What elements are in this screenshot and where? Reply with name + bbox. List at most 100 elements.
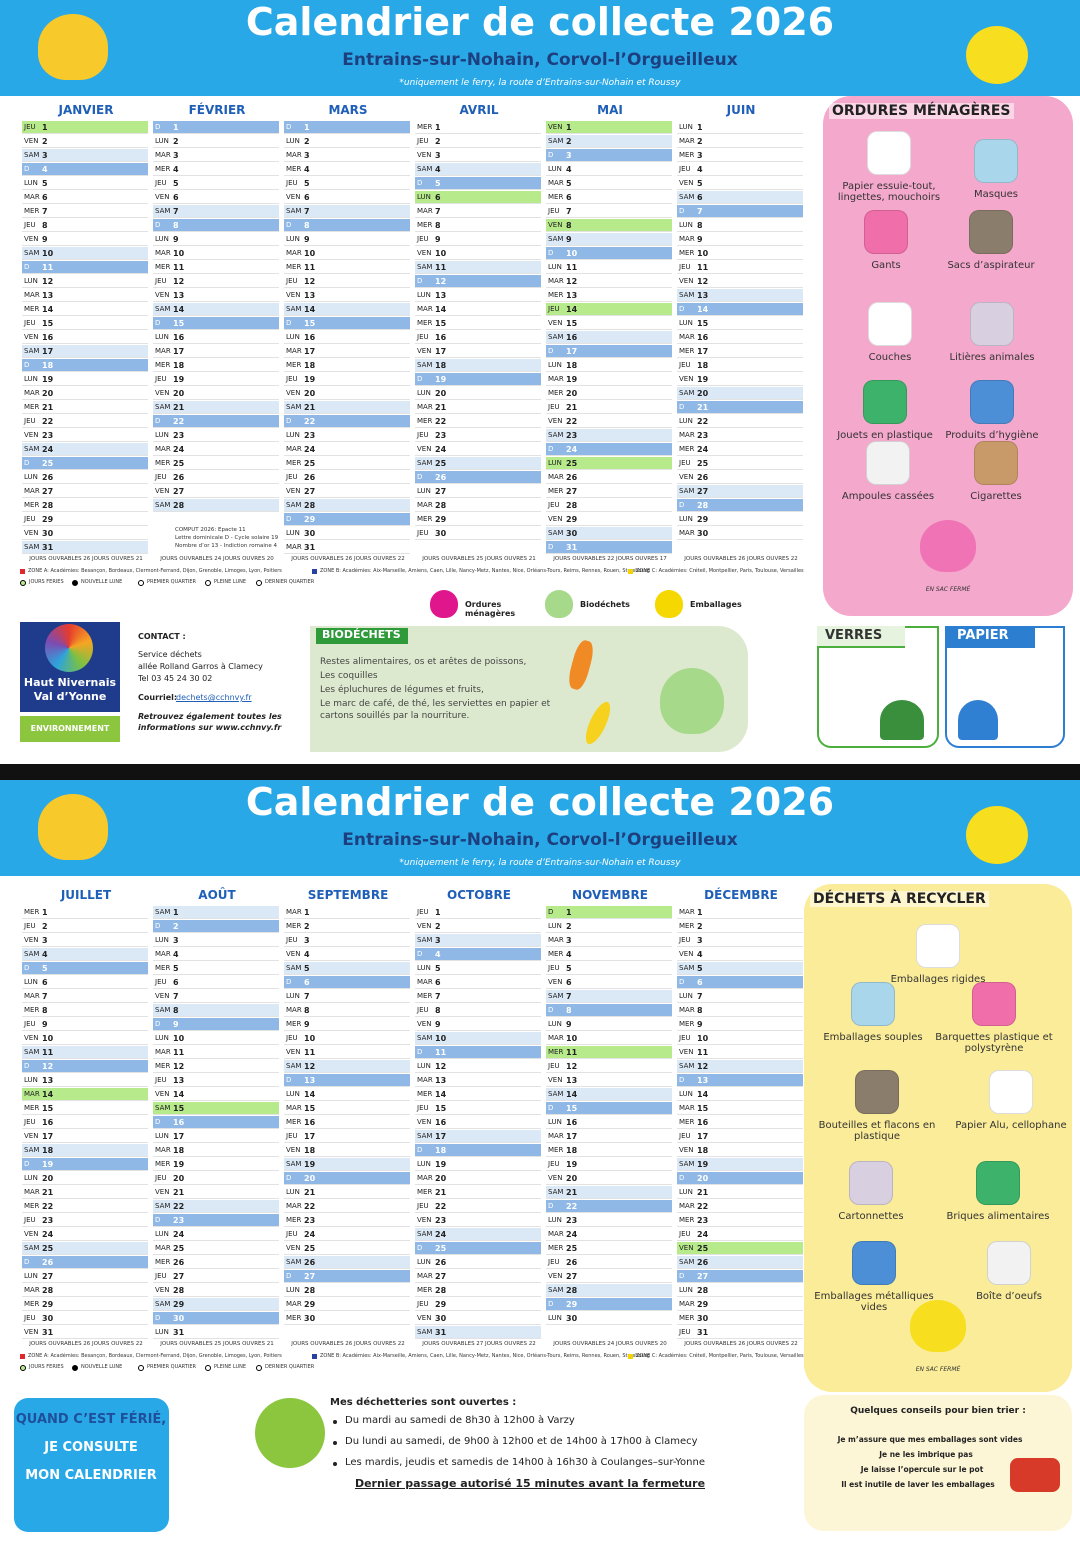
day-row: SAM 24 <box>22 443 148 456</box>
day-row: JEU 23 <box>415 429 541 442</box>
day-row: D 31 <box>546 541 672 554</box>
day-number: 1 <box>173 123 179 132</box>
day-row: D 10 <box>546 247 672 260</box>
title: Calendrier de collecte 2026 <box>245 0 835 44</box>
weekday: JEU <box>286 1230 298 1238</box>
legend-bag <box>545 590 573 618</box>
weekday: SAM <box>155 908 171 916</box>
weekday: D <box>548 1300 554 1308</box>
comput: Lettre dominicale D - Cycle solaire 19 <box>175 535 279 541</box>
day-row: LUN 10 <box>153 1032 279 1045</box>
day-row: D 28 <box>677 499 803 512</box>
weekday: MAR <box>679 333 695 341</box>
weekday: D <box>679 978 685 986</box>
weekday: MAR <box>24 487 40 495</box>
weekday: LUN <box>286 137 300 145</box>
day-row: MAR 9 <box>677 233 803 246</box>
weekday: LUN <box>155 936 169 944</box>
weekday: MAR <box>417 207 433 215</box>
weekday: SAM <box>417 459 433 467</box>
day-number: 28 <box>435 501 447 510</box>
weekday: MER <box>679 1216 695 1224</box>
day-row: VEN 25 <box>284 1242 410 1255</box>
weekday: LUN <box>548 922 562 930</box>
weekday: VEN <box>548 319 563 327</box>
day-row: D 22 <box>153 415 279 428</box>
day-row: MER 14 <box>22 303 148 316</box>
item-label: Papier Alu, cellophane <box>955 1120 1067 1131</box>
moon-symbol <box>72 1365 78 1371</box>
weekday: JEU <box>417 1104 429 1112</box>
day-row: MAR 26 <box>546 471 672 484</box>
legend-bag <box>430 590 458 618</box>
day-number: 6 <box>304 193 310 202</box>
weekday: JEU <box>417 333 429 341</box>
weekday: LUN <box>679 1286 693 1294</box>
weekday: MAR <box>417 403 433 411</box>
weekday: JEU <box>155 1174 167 1182</box>
day-number: 24 <box>435 1230 447 1239</box>
day-number: 18 <box>435 361 447 370</box>
day-row: D 13 <box>677 1074 803 1087</box>
weekday: LUN <box>155 333 169 341</box>
day-number: 9 <box>42 235 48 244</box>
day-row: VEN 31 <box>22 1326 148 1339</box>
month-name: SEPTEMBRE <box>307 888 389 902</box>
weekday: MER <box>286 263 302 271</box>
day-row: VEN 30 <box>22 527 148 540</box>
day-row: LUN 23 <box>284 429 410 442</box>
day-number: 10 <box>566 1034 578 1043</box>
day-row: JEU 29 <box>22 513 148 526</box>
day-number: 20 <box>697 389 709 398</box>
day-number: 30 <box>435 529 447 538</box>
day-number: 15 <box>173 1104 185 1113</box>
day-row: D 22 <box>546 1200 672 1213</box>
day-number: 24 <box>697 1230 709 1239</box>
day-number: 16 <box>697 1118 709 1127</box>
weekday: D <box>155 221 161 229</box>
day-number: 15 <box>304 1104 316 1113</box>
day-number: 21 <box>304 403 316 412</box>
day-row: D 20 <box>284 1172 410 1185</box>
weekday: LUN <box>417 487 431 495</box>
weekday: MER <box>679 445 695 453</box>
weekday: MER <box>155 165 171 173</box>
month-footer: JOURS OUVRABLES 26 JOURS OUVRES 22 <box>684 556 798 562</box>
moon-symbol <box>72 580 78 586</box>
day-number: 25 <box>42 459 54 468</box>
day-number: 7 <box>697 207 703 216</box>
panel-footer: EN SAC FERMÉ <box>915 1366 961 1373</box>
day-number: 19 <box>304 375 316 384</box>
day-row: SAM 19 <box>284 1158 410 1171</box>
moon-label: NOUVELLE LUNE <box>81 1364 123 1370</box>
day-number: 12 <box>697 1062 709 1071</box>
day-number: 10 <box>697 1034 709 1043</box>
day-row: VEN 19 <box>677 373 803 386</box>
day-number: 13 <box>173 291 185 300</box>
conseils-item: Je laisse l’opercule sur le pot <box>860 1465 984 1474</box>
weekday: VEN <box>417 1020 432 1028</box>
day-number: 14 <box>42 305 54 314</box>
day-number: 7 <box>173 207 179 216</box>
day-row: MER 11 <box>153 261 279 274</box>
weekday: LUN <box>548 459 562 467</box>
day-number: 22 <box>566 1202 578 1211</box>
day-row: LUN 27 <box>22 1270 148 1283</box>
day-row: JEU 9 <box>415 233 541 246</box>
weekday: LUN <box>417 193 431 201</box>
day-row: MAR 29 <box>677 1298 803 1311</box>
weekday: JEU <box>679 1034 691 1042</box>
day-row: MAR 19 <box>546 373 672 386</box>
day-number: 9 <box>173 235 179 244</box>
bullet <box>333 1462 337 1466</box>
day-row: LUN 31 <box>153 1326 279 1339</box>
weekday: MER <box>286 165 302 173</box>
day-number: 3 <box>697 151 703 160</box>
weekday: SAM <box>24 1146 40 1154</box>
day-row: VEN 3 <box>22 934 148 947</box>
day-row: JEU 1 <box>22 121 148 134</box>
day-row: MER 4 <box>153 163 279 176</box>
month-name: MARS <box>328 103 368 117</box>
